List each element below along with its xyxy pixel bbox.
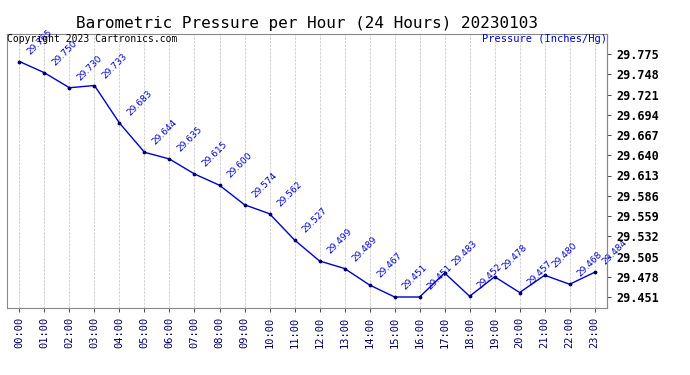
- Text: 29.600: 29.600: [225, 151, 254, 180]
- Text: 29.635: 29.635: [175, 125, 204, 153]
- Text: 29.615: 29.615: [200, 140, 228, 168]
- Text: 29.499: 29.499: [325, 227, 354, 255]
- Title: Barometric Pressure per Hour (24 Hours) 20230103: Barometric Pressure per Hour (24 Hours) …: [76, 16, 538, 31]
- Text: 29.574: 29.574: [250, 171, 279, 199]
- Text: Pressure (Inches/Hg): Pressure (Inches/Hg): [482, 34, 607, 44]
- Text: 29.683: 29.683: [125, 89, 154, 117]
- Text: 29.480: 29.480: [550, 241, 579, 270]
- Text: 29.483: 29.483: [450, 239, 479, 267]
- Text: 29.452: 29.452: [475, 262, 504, 291]
- Text: 29.527: 29.527: [300, 206, 328, 234]
- Text: 29.451: 29.451: [425, 263, 454, 291]
- Text: 29.457: 29.457: [525, 258, 554, 287]
- Text: 29.467: 29.467: [375, 251, 404, 279]
- Text: 29.468: 29.468: [575, 250, 604, 279]
- Text: 29.733: 29.733: [100, 51, 128, 80]
- Text: 29.484: 29.484: [600, 238, 629, 267]
- Text: Copyright 2023 Cartronics.com: Copyright 2023 Cartronics.com: [7, 34, 177, 44]
- Text: 29.644: 29.644: [150, 118, 179, 147]
- Text: 29.478: 29.478: [500, 243, 529, 271]
- Text: 29.750: 29.750: [50, 39, 79, 67]
- Text: 29.451: 29.451: [400, 263, 428, 291]
- Text: 29.562: 29.562: [275, 180, 304, 208]
- Text: 29.765: 29.765: [25, 27, 54, 56]
- Text: 29.730: 29.730: [75, 54, 103, 82]
- Text: 29.489: 29.489: [350, 234, 379, 263]
